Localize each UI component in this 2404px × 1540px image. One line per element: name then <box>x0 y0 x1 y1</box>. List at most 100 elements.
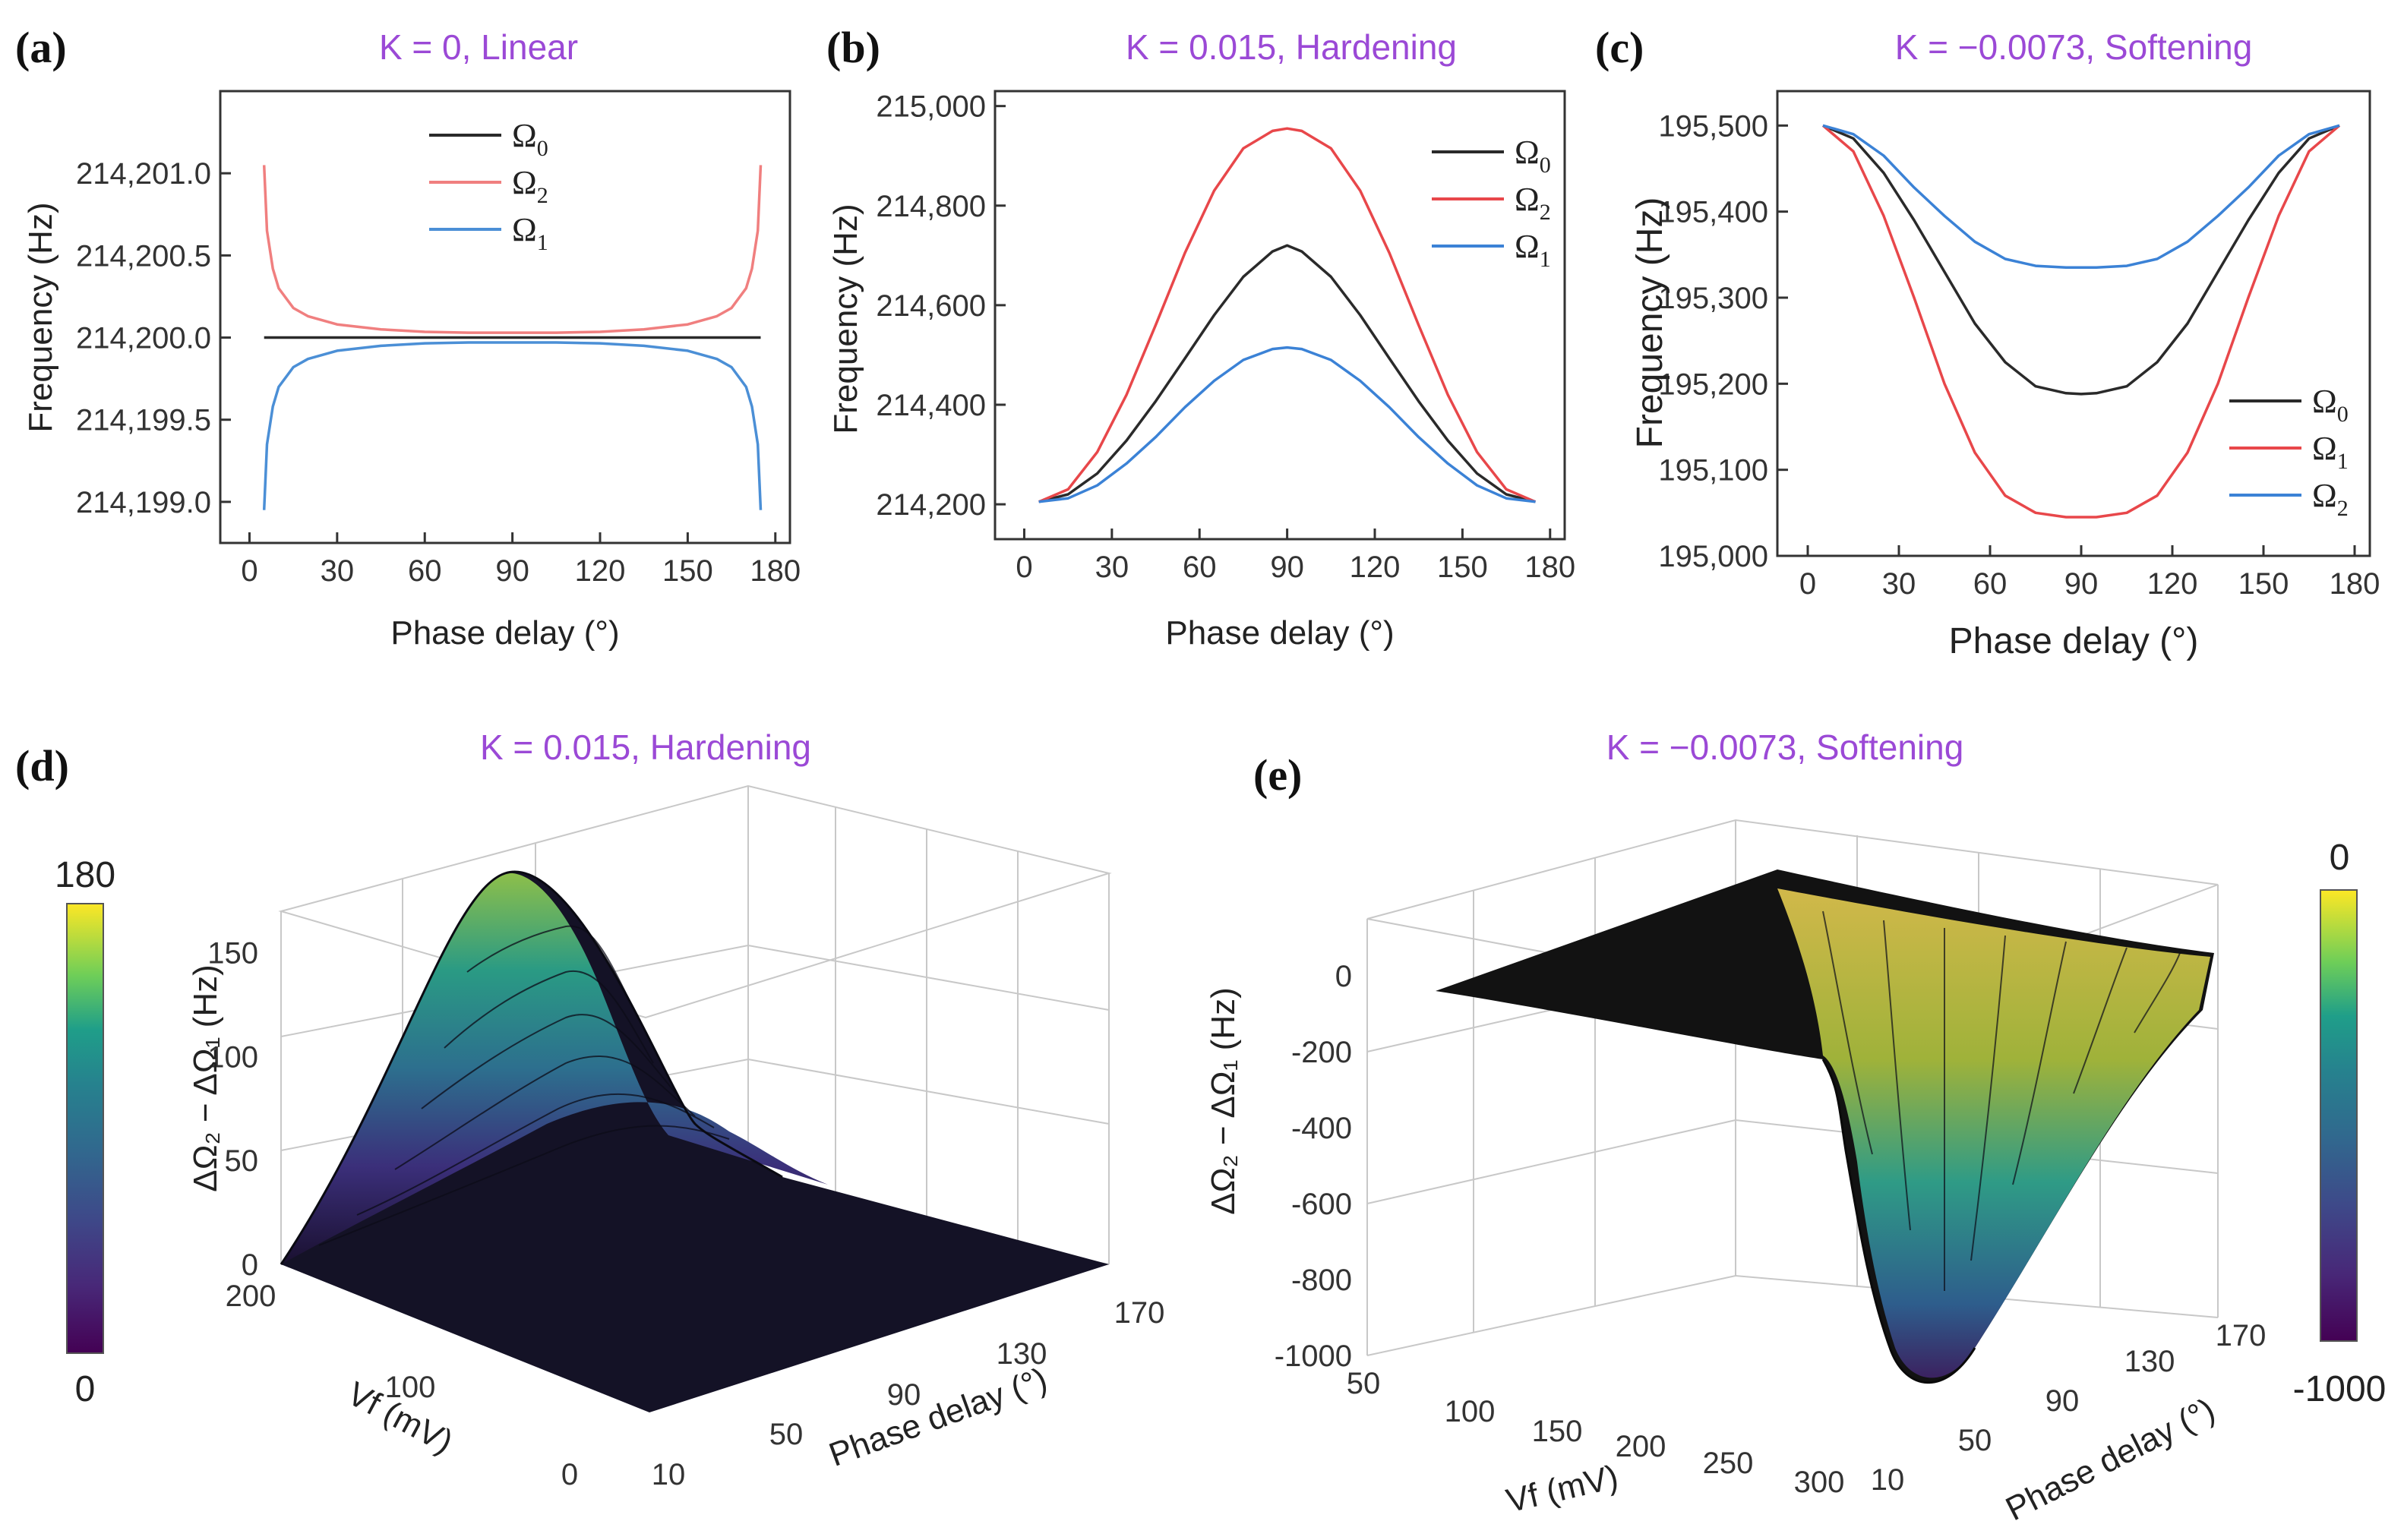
panel-d-title: K = 0.015, Hardening <box>480 727 811 767</box>
panel-c-ylabel: Frequency (Hz) <box>1630 197 1670 449</box>
panel-e-ztick-label: -1000 <box>1275 1340 1352 1373</box>
panel-c-xtick-label: 30 <box>1882 567 1916 601</box>
panel-e-ztick-label: 0 <box>1335 960 1352 993</box>
panel-d-ridge <box>280 870 783 1265</box>
panel-d-vtick-label: 100 <box>385 1371 436 1404</box>
panel-c-ytick-label: 195,100 <box>1658 454 1768 488</box>
panel-a-xtick-label: 0 <box>241 554 257 588</box>
panel-c-xtick-label: 180 <box>2330 567 2380 601</box>
panel-a-ytick-label: 214,200.0 <box>76 322 211 355</box>
panel-c-ytick-label: 195,400 <box>1658 196 1768 229</box>
panel-e-vtick-label: 250 <box>1703 1447 1754 1480</box>
panel-a-title: K = 0, Linear <box>379 27 578 67</box>
panel-c-frame <box>1776 90 2371 557</box>
panel-e-zlabel: ΔΩ₂ − ΔΩ₁ (Hz) <box>1205 987 1242 1215</box>
panel-c-ytick-label: 195,000 <box>1658 540 1768 573</box>
panel-d-ptick-label: 130 <box>997 1337 1047 1371</box>
legend-entry: Ω0 <box>512 117 548 161</box>
panel-d-ptick-label: 10 <box>652 1458 686 1491</box>
panel-e-ztick-label: -200 <box>1291 1036 1352 1069</box>
panel-d-contours <box>318 925 730 1246</box>
panel-a-frame <box>219 90 791 544</box>
panel-a-series-Ω2 <box>262 165 763 334</box>
panel-c-series-Ω2 <box>1822 124 2340 270</box>
panel-b-frame <box>994 90 1566 541</box>
panel-e-title: K = −0.0073, Softening <box>1606 727 1964 767</box>
panel-b-ytick-label: 214,800 <box>876 190 986 223</box>
panel-e: (e) K = −0.0073, Softening 0 -1000 <box>1205 727 2386 1528</box>
panel-e-label: (e) <box>1253 750 1302 800</box>
panel-e-ptick-label: 10 <box>1871 1463 1905 1497</box>
panel-e-ptick-label: 90 <box>2045 1384 2080 1418</box>
panel-a-xlabel: Phase delay (°) <box>390 614 619 652</box>
panel-d-ztick-label: 100 <box>207 1040 258 1074</box>
panel-d-ztick-label: 150 <box>207 937 258 970</box>
panel-b-xlabel: Phase delay (°) <box>1165 614 1394 652</box>
panel-e-plabel: Phase delay (°) <box>2000 1391 2221 1528</box>
panel-d-zlabel: ΔΩ₂ − ΔΩ₁ (Hz) <box>187 964 224 1192</box>
panel-e-ptick-label: 170 <box>2216 1319 2267 1352</box>
panel-e-vtick-label: 150 <box>1532 1415 1583 1448</box>
panel-e-surface <box>1777 888 2210 1378</box>
panel-e-contours <box>1822 910 2181 1291</box>
panel-a-xtick-label: 120 <box>575 554 626 588</box>
panel-c-ytick-label: 195,500 <box>1658 109 1768 143</box>
panel-a-ytick-label: 214,199.5 <box>76 404 211 437</box>
panel-c-title: K = −0.0073, Softening <box>1895 27 2253 67</box>
legend-entry: Ω0 <box>2312 383 2349 427</box>
panel-e-ztick-label: -600 <box>1291 1188 1352 1221</box>
panel-d-label: (d) <box>15 741 69 791</box>
legend-entry: Ω2 <box>2312 477 2349 521</box>
panel-c-ytick-label: 195,300 <box>1658 282 1768 315</box>
panel-b-label: (b) <box>826 23 880 72</box>
panel-c: (c) K = −0.0073, Softening 195,000 195,10… <box>1595 23 2380 661</box>
panel-e-vlabel: Vf (mV) <box>1503 1458 1622 1519</box>
panel-d-plabel: Phase delay (°) <box>824 1361 1052 1474</box>
panel-a-ytick-label: 214,200.5 <box>76 239 211 273</box>
legend-entry: Ω2 <box>512 164 548 208</box>
panel-b: (b) K = 0.015, Hardening 214,200 214,400 2… <box>826 23 1575 652</box>
panel-d-ptick-label: 170 <box>1114 1296 1165 1330</box>
panel-c-label: (c) <box>1595 23 1644 72</box>
panel-a-xtick-label: 60 <box>408 554 442 588</box>
panel-c-series-Ω0 <box>1822 124 2340 396</box>
panel-a-ylabel: Frequency (Hz) <box>22 202 59 432</box>
panel-b-ytick-label: 214,400 <box>876 389 986 422</box>
panel-c-series-Ω1 <box>1821 124 2341 519</box>
panel-c-ytick-label: 195,200 <box>1658 368 1768 401</box>
panel-e-valley <box>1821 1059 1976 1384</box>
panel-b-xtick-label: 180 <box>1524 551 1575 584</box>
panel-a-xtick-label: 30 <box>321 554 355 588</box>
panel-b-series-Ω1 <box>1038 346 1536 503</box>
panel-a-xtick-label: 90 <box>495 554 529 588</box>
panel-b-xtick-label: 60 <box>1183 551 1217 584</box>
panel-c-xtick-label: 0 <box>1799 567 1816 601</box>
panel-c-xtick-label: 60 <box>1973 567 2008 601</box>
panel-d-ztick-label: 50 <box>225 1144 259 1178</box>
panel-a: (a) K = 0, Linear 214,199.0 214,199.5 214,… <box>15 23 801 652</box>
panel-e-ptick-label: 130 <box>2124 1345 2175 1378</box>
panel-b-xtick-label: 0 <box>1016 551 1032 584</box>
panel-a-ytick-label: 214,201.0 <box>76 157 211 191</box>
panel-e-vtick-label: 100 <box>1445 1395 1496 1428</box>
panel-c-xlabel: Phase delay (°) <box>1949 621 2199 661</box>
panel-d-ptick-label: 50 <box>769 1418 804 1451</box>
panel-e-vtick-label: 50 <box>1347 1367 1381 1400</box>
panel-d-vtick-label: 200 <box>226 1280 276 1313</box>
panel-e-colorbar <box>2320 889 2358 1342</box>
panel-b-xtick-label: 150 <box>1437 551 1488 584</box>
panel-b-xtick-label: 120 <box>1350 551 1401 584</box>
panel-a-series-Ω1 <box>262 341 763 510</box>
panel-b-ytick-label: 214,200 <box>876 488 986 522</box>
panel-b-ytick-label: 215,000 <box>876 90 986 124</box>
legend-entry: Ω1 <box>1515 228 1551 272</box>
panel-b-xtick-label: 30 <box>1095 551 1129 584</box>
panel-d-colorbar-min: 0 <box>75 1369 96 1409</box>
panel-b-ylabel: Frequency (Hz) <box>827 204 864 434</box>
panel-c-xtick-label: 120 <box>2147 567 2198 601</box>
panel-e-ztick-label: -800 <box>1291 1264 1352 1297</box>
panel-d-colorbar-max: 180 <box>55 855 115 895</box>
panel-b-ytick-label: 214,600 <box>876 289 986 323</box>
panel-b-title: K = 0.015, Hardening <box>1126 27 1457 67</box>
